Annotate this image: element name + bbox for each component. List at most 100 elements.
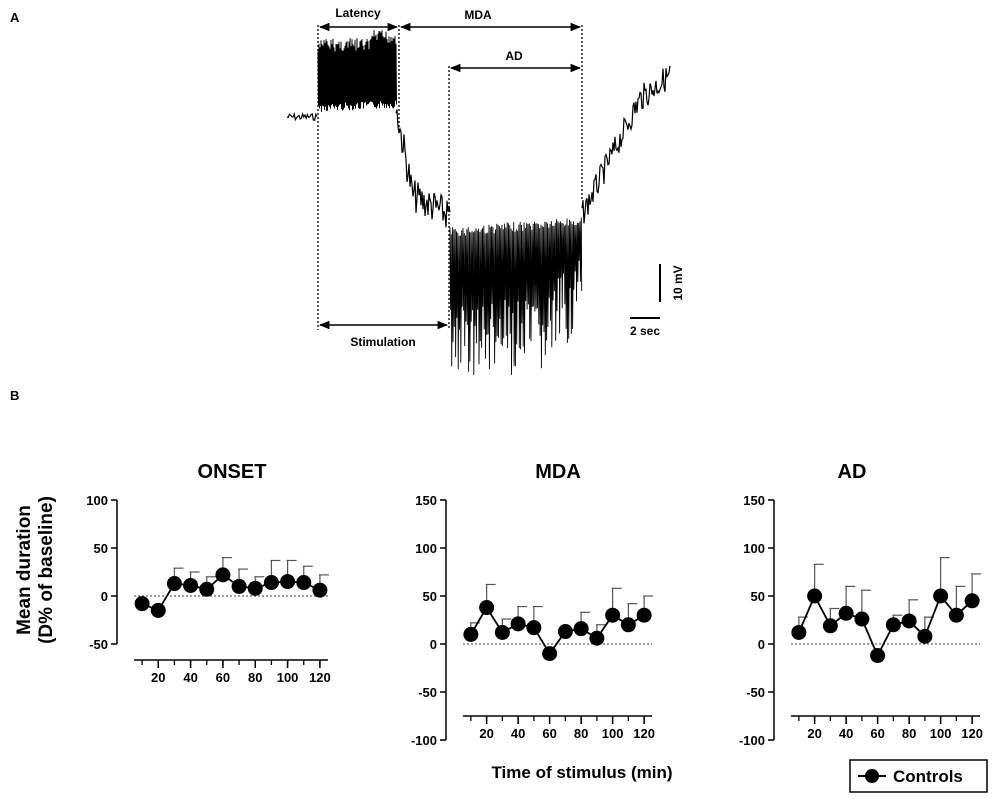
data-point <box>822 618 838 634</box>
x-tick-label: 120 <box>309 670 331 685</box>
chart-ad: AD -100 -50 0 50 100 150 20 40 60 80 100 120 <box>739 461 983 748</box>
data-point <box>838 605 854 621</box>
stimulation-label: Stimulation <box>350 335 415 349</box>
x-tick-label: 100 <box>602 726 624 741</box>
data-point <box>885 617 901 633</box>
y-tick-label: 50 <box>94 541 108 556</box>
y-axis-label-line2: (D% of baseline) <box>36 496 57 644</box>
x-tick-label: 20 <box>479 726 493 741</box>
data-point <box>791 624 807 640</box>
data-point <box>854 611 870 627</box>
x-tick-label: 20 <box>807 726 821 741</box>
y-tick-label: 100 <box>86 493 108 508</box>
y-tick-label: 0 <box>758 637 765 652</box>
data-point <box>231 578 247 594</box>
y-tick-label: 150 <box>415 493 437 508</box>
data-point <box>964 593 980 609</box>
data-point <box>150 602 166 618</box>
x-tick-label: 40 <box>183 670 197 685</box>
data-point <box>620 617 636 633</box>
chart-title: ONSET <box>198 461 267 483</box>
x-tick-label: 60 <box>216 670 230 685</box>
data-point <box>589 630 605 646</box>
scale-time-label: 2 sec <box>630 324 660 338</box>
x-axis-label: Time of stimulus (min) <box>491 763 672 782</box>
data-point <box>296 575 312 591</box>
y-tick-label: 50 <box>751 589 765 604</box>
data-point <box>870 648 886 664</box>
trace-baseline <box>286 111 318 122</box>
x-tick-label: 40 <box>839 726 853 741</box>
trace-recovery <box>581 65 671 224</box>
x-tick-label: 120 <box>961 726 983 741</box>
data-point <box>134 596 150 612</box>
data-point <box>166 576 182 592</box>
data-point <box>542 646 558 662</box>
scale-voltage-label: 10 mV <box>671 265 685 300</box>
y-tick-label: -50 <box>89 637 108 652</box>
data-point <box>199 581 215 597</box>
chart-title: AD <box>838 461 867 483</box>
data-point <box>312 582 328 598</box>
data-point <box>605 607 621 623</box>
x-tick-label: 80 <box>574 726 588 741</box>
data-point <box>463 626 479 642</box>
x-tick-label: 120 <box>633 726 655 741</box>
data-point <box>573 621 589 637</box>
y-tick-label: 0 <box>430 637 437 652</box>
y-tick-label: -50 <box>746 685 765 700</box>
x-tick-label: 20 <box>151 670 165 685</box>
data-point <box>510 616 526 632</box>
data-point <box>263 575 279 591</box>
legend-label: Controls <box>893 767 963 786</box>
x-tick-label: 60 <box>870 726 884 741</box>
data-point <box>183 577 199 593</box>
y-tick-label: 150 <box>743 493 765 508</box>
ad-label: AD <box>505 49 523 63</box>
mda-label: MDA <box>464 8 492 22</box>
eeg-trace-illustration <box>286 30 671 376</box>
data-point <box>247 580 263 596</box>
panel-a-label: A <box>10 10 20 25</box>
data-point <box>215 567 231 583</box>
data-point <box>933 588 949 604</box>
data-point <box>917 628 933 644</box>
latency-label: Latency <box>335 6 381 20</box>
data-point <box>948 607 964 623</box>
trace-stimulation-burst <box>317 30 397 112</box>
y-axis-label-line1: Mean duration <box>14 505 35 635</box>
data-point <box>807 588 823 604</box>
x-tick-label: 100 <box>277 670 299 685</box>
y-tick-label: 0 <box>101 589 108 604</box>
data-point <box>526 620 542 636</box>
data-point <box>901 613 917 629</box>
data-point <box>494 624 510 640</box>
x-tick-label: 80 <box>902 726 916 741</box>
legend-marker <box>865 769 879 783</box>
x-tick-label: 60 <box>542 726 556 741</box>
legend-box <box>849 759 988 793</box>
panel-b-label: B <box>10 388 19 403</box>
y-tick-label: 50 <box>423 589 437 604</box>
y-tick-label: 100 <box>415 541 437 556</box>
data-point <box>280 574 296 590</box>
legend: Controls <box>849 759 988 793</box>
data-point <box>636 607 652 623</box>
trace-afterdischarge-spikes <box>449 217 583 376</box>
chart-mda: MDA -100 -50 0 50 100 150 20 40 60 80 100 120 <box>411 461 655 748</box>
data-point <box>557 624 573 640</box>
y-tick-label: -100 <box>739 733 765 748</box>
x-tick-label: 40 <box>511 726 525 741</box>
x-tick-label: 100 <box>930 726 952 741</box>
x-tick-label: 80 <box>248 670 262 685</box>
trace-guides <box>317 25 583 330</box>
chart-title: MDA <box>535 461 581 483</box>
y-tick-label: -50 <box>418 685 437 700</box>
data-point <box>479 600 495 616</box>
trace-depolarization <box>395 109 451 228</box>
panel-b-charts: ONSET -50 0 50 100 20 40 60 80 100 120 MDA -100 -50 0 5… <box>86 461 983 748</box>
chart-onset: ONSET -50 0 50 100 20 40 60 80 100 120 <box>86 461 330 685</box>
y-tick-label: -100 <box>411 733 437 748</box>
y-tick-label: 100 <box>743 541 765 556</box>
